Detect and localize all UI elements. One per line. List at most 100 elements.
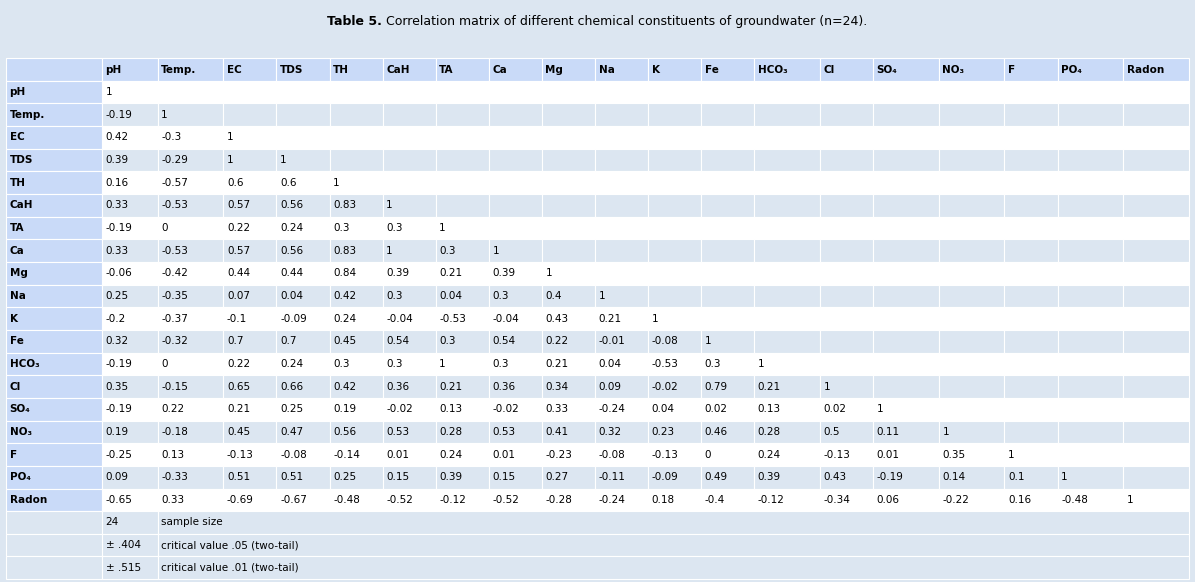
Text: -0.29: -0.29 xyxy=(161,155,188,165)
Bar xyxy=(330,194,382,217)
Bar xyxy=(158,534,1189,556)
Bar xyxy=(754,307,820,330)
Bar xyxy=(102,58,158,81)
Bar xyxy=(1123,285,1189,307)
Bar xyxy=(820,488,874,511)
Bar xyxy=(382,126,436,149)
Bar xyxy=(595,126,648,149)
Text: 0.3: 0.3 xyxy=(333,223,350,233)
Bar xyxy=(436,149,489,172)
Bar xyxy=(6,217,102,239)
Bar xyxy=(939,172,1005,194)
Text: 0.3: 0.3 xyxy=(440,336,455,346)
Text: 0.15: 0.15 xyxy=(492,472,515,482)
Bar xyxy=(874,285,939,307)
Bar xyxy=(436,126,489,149)
Bar xyxy=(436,466,489,488)
Text: 0.25: 0.25 xyxy=(333,472,356,482)
Bar xyxy=(223,217,276,239)
Bar xyxy=(223,81,276,104)
Bar xyxy=(541,239,595,262)
Bar xyxy=(1123,330,1189,353)
Text: 0.33: 0.33 xyxy=(161,495,184,505)
Bar xyxy=(648,443,701,466)
Text: -0.02: -0.02 xyxy=(386,404,413,414)
Bar xyxy=(6,285,102,307)
Bar xyxy=(489,398,541,421)
Text: -0.52: -0.52 xyxy=(386,495,413,505)
Text: -0.67: -0.67 xyxy=(280,495,307,505)
Bar xyxy=(648,375,701,398)
Bar xyxy=(382,307,436,330)
Bar xyxy=(382,443,436,466)
Bar xyxy=(1058,126,1123,149)
Text: 0.13: 0.13 xyxy=(758,404,780,414)
Text: 0.83: 0.83 xyxy=(333,246,356,255)
Bar xyxy=(1123,217,1189,239)
Text: 0.21: 0.21 xyxy=(227,404,250,414)
Bar xyxy=(102,262,158,285)
Text: 0.4: 0.4 xyxy=(545,291,562,301)
Text: 0.32: 0.32 xyxy=(105,336,129,346)
Text: -0.23: -0.23 xyxy=(545,449,572,460)
Text: Na: Na xyxy=(10,291,25,301)
Bar xyxy=(701,262,754,285)
Text: -0.01: -0.01 xyxy=(599,336,625,346)
Text: -0.13: -0.13 xyxy=(823,449,851,460)
Text: 0: 0 xyxy=(705,449,711,460)
Text: PO₄: PO₄ xyxy=(1061,65,1081,74)
Bar xyxy=(223,149,276,172)
Bar xyxy=(489,81,541,104)
Bar xyxy=(276,239,330,262)
Bar xyxy=(1058,285,1123,307)
Text: -0.34: -0.34 xyxy=(823,495,851,505)
Bar xyxy=(382,421,436,443)
Bar xyxy=(382,194,436,217)
Text: 0.51: 0.51 xyxy=(280,472,304,482)
Bar xyxy=(489,149,541,172)
Bar xyxy=(276,262,330,285)
Text: 0.06: 0.06 xyxy=(877,495,900,505)
Bar xyxy=(541,443,595,466)
Text: 0.53: 0.53 xyxy=(492,427,515,437)
Bar xyxy=(648,58,701,81)
Bar xyxy=(330,330,382,353)
Text: 0.22: 0.22 xyxy=(227,223,250,233)
Text: 1: 1 xyxy=(1127,495,1134,505)
Bar xyxy=(6,58,102,81)
Bar xyxy=(330,104,382,126)
Bar xyxy=(1123,307,1189,330)
Bar xyxy=(1058,104,1123,126)
Bar xyxy=(6,421,102,443)
Bar xyxy=(1058,307,1123,330)
Bar xyxy=(1123,149,1189,172)
Bar xyxy=(754,375,820,398)
Bar xyxy=(158,488,223,511)
Bar xyxy=(595,58,648,81)
Text: 0.66: 0.66 xyxy=(280,382,304,392)
Text: Fe: Fe xyxy=(10,336,24,346)
Text: -0.25: -0.25 xyxy=(105,449,133,460)
Text: -0.08: -0.08 xyxy=(280,449,307,460)
Text: -0.19: -0.19 xyxy=(105,359,133,369)
Bar xyxy=(754,398,820,421)
Bar xyxy=(754,421,820,443)
Bar xyxy=(541,217,595,239)
Bar xyxy=(754,58,820,81)
Bar xyxy=(1005,398,1058,421)
Text: -0.13: -0.13 xyxy=(227,449,253,460)
Bar xyxy=(223,398,276,421)
Bar xyxy=(648,488,701,511)
Text: 0.56: 0.56 xyxy=(280,200,304,211)
Bar xyxy=(701,126,754,149)
Bar xyxy=(158,172,223,194)
Bar xyxy=(648,421,701,443)
Bar xyxy=(102,421,158,443)
Bar xyxy=(820,58,874,81)
Bar xyxy=(820,239,874,262)
Bar xyxy=(276,421,330,443)
Bar xyxy=(820,262,874,285)
Text: Mg: Mg xyxy=(10,268,27,278)
Bar xyxy=(6,126,102,149)
Bar xyxy=(820,172,874,194)
